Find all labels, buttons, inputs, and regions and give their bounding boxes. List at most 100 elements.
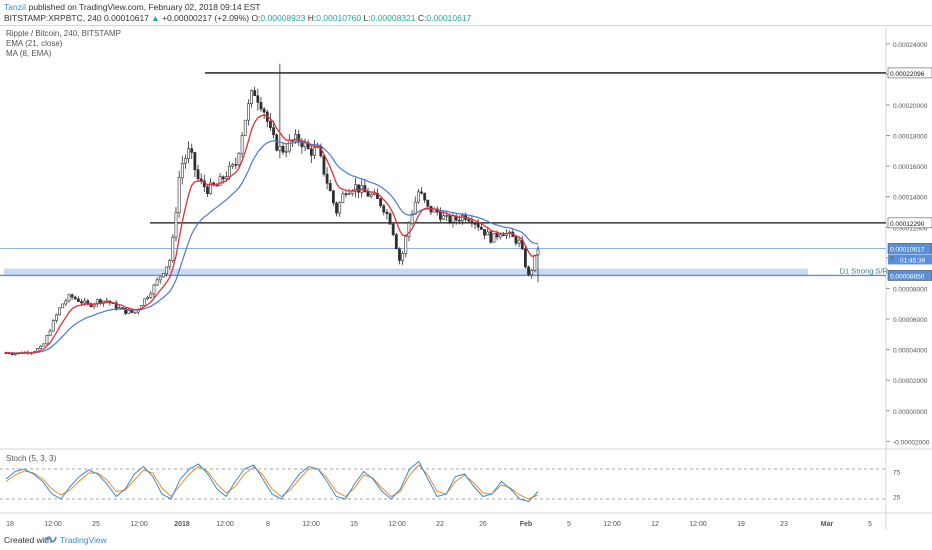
candle-body <box>155 279 159 286</box>
candle-body <box>489 231 493 243</box>
candle-body <box>161 273 165 278</box>
candle-body <box>404 236 408 254</box>
candle-body <box>426 199 430 207</box>
candle-body <box>476 223 480 228</box>
chart-svg[interactable]: D1 Strong S/R 0.000240000.000220000.0002… <box>0 26 932 530</box>
x-tick-label: 12:00 <box>689 521 707 528</box>
chart-frame[interactable]: D1 Strong S/R 0.000240000.000220000.0002… <box>0 25 932 530</box>
candle-body <box>369 194 373 197</box>
candle-body <box>158 276 162 281</box>
badge-countdown-bg <box>888 254 932 265</box>
candle-body <box>58 307 61 316</box>
candle-body <box>501 234 505 237</box>
candle-body <box>344 193 348 196</box>
y-tick-label: 0.00014000 <box>893 195 928 202</box>
candle-body <box>42 343 46 347</box>
candle-body <box>231 164 235 167</box>
x-tick-label: 19 <box>737 521 745 528</box>
candle-body <box>467 219 471 222</box>
high-value: 0.00010760 <box>316 13 362 23</box>
candle-body <box>338 202 342 214</box>
candle-body <box>61 303 65 309</box>
chart-legend: Ripple / Bitcoin, 240, BITSTAMP EMA (21,… <box>6 29 121 59</box>
legend-title: Ripple / Bitcoin, 240, BITSTAMP <box>6 29 122 38</box>
candle-body <box>184 158 187 164</box>
candle-body <box>146 297 150 300</box>
x-tick-label: 12:00 <box>216 521 234 528</box>
horizontal-levels[interactable] <box>0 72 886 277</box>
sr-zone-rect <box>4 268 808 276</box>
candle-body <box>322 155 326 175</box>
candle-body <box>492 233 496 243</box>
x-tick-label: 22 <box>436 521 444 528</box>
candles <box>4 63 540 356</box>
tradingview-logo-icon <box>44 534 57 547</box>
candle-body <box>473 223 477 225</box>
candle-body <box>256 95 260 103</box>
candle-body <box>152 284 156 295</box>
candle-body <box>209 182 213 194</box>
badge-last-price-bg <box>887 243 932 254</box>
moving-averages <box>5 114 539 354</box>
author-link[interactable]: TanziI <box>4 2 27 12</box>
candle-body <box>83 300 87 304</box>
candle-body <box>250 90 253 104</box>
y-tick-label: -0.00002000 <box>893 439 930 446</box>
candle-body <box>171 236 175 261</box>
candle-body <box>240 135 244 154</box>
x-tick-label: 26 <box>479 521 487 528</box>
x-tick-label: 23 <box>780 521 788 528</box>
candle-body <box>445 214 449 217</box>
candle-body <box>398 248 401 261</box>
candle-body <box>221 176 225 180</box>
candle-body <box>294 134 298 142</box>
x-tick-label: 12:00 <box>603 521 621 528</box>
y-tick-label: 0.00024000 <box>893 42 928 49</box>
candle-body <box>196 169 200 180</box>
candle-body <box>64 300 68 305</box>
candle-body <box>313 147 316 156</box>
x-tick-label: 12:00 <box>388 521 406 528</box>
tradingview-brand[interactable]: TradingView <box>60 535 107 545</box>
candle-body <box>246 103 250 121</box>
ma-8-line <box>5 114 539 354</box>
candle-body <box>527 266 530 276</box>
candle-body <box>218 176 222 187</box>
stoch-k-line <box>5 460 539 503</box>
candle-body <box>388 213 392 225</box>
open-label: O: <box>251 13 261 23</box>
legend-ma: MA (8, EMA) <box>6 49 52 58</box>
candle-body <box>174 212 178 238</box>
candle-body <box>354 184 357 192</box>
badge-support: 0.00008850 <box>890 273 925 280</box>
candle-body <box>253 90 257 97</box>
candle-body <box>228 165 231 178</box>
last-price: 0.00010617 <box>104 13 149 23</box>
ema-21-line <box>5 140 539 354</box>
candle-body <box>357 184 360 193</box>
low-value: 0.00008321 <box>370 13 416 23</box>
x-tick-label: 8 <box>266 521 270 528</box>
candle-body <box>237 152 241 165</box>
y-tick-label: 0.00018000 <box>893 134 928 141</box>
candle-body <box>363 185 367 193</box>
candle-body <box>524 248 527 268</box>
candle-body <box>272 127 275 136</box>
x-tick-label: 15 <box>350 521 358 528</box>
y-tick-label: 0.00020000 <box>893 103 928 110</box>
candle-body <box>193 152 197 170</box>
x-tick-label: 12:00 <box>302 521 320 528</box>
stoch-tick-label: 75 <box>893 470 901 477</box>
candle-body <box>143 298 146 306</box>
candle-body <box>224 176 228 180</box>
stochastic-pane <box>0 460 886 503</box>
candle-body <box>328 183 332 192</box>
candle-body <box>70 294 74 298</box>
candle-body <box>117 307 121 309</box>
up-arrow-icon: ▲ <box>151 13 160 23</box>
close-label: C: <box>417 13 427 23</box>
candle-body <box>127 310 131 314</box>
candle-body <box>457 219 461 222</box>
candle-body <box>86 300 90 304</box>
candle-body <box>394 234 398 250</box>
